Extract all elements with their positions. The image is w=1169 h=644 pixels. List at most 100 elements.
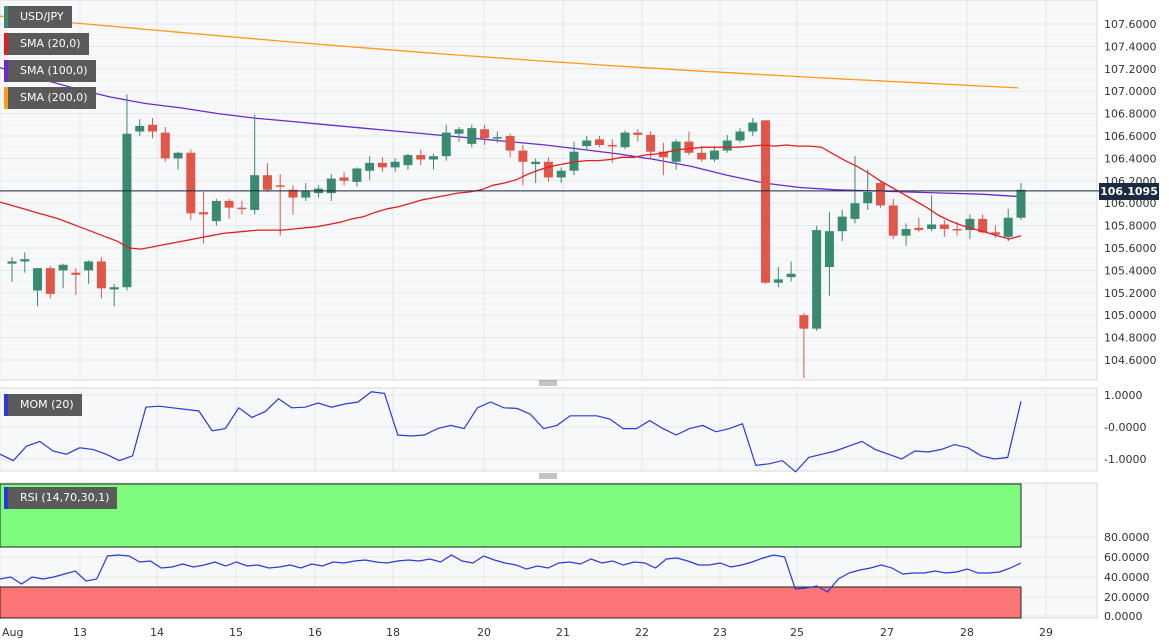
candle-body: [339, 177, 349, 181]
legend-rsi[interactable]: RSI (14,70,30,1): [4, 487, 118, 509]
price-panel-bg: [0, 0, 1098, 381]
candle-body: [326, 178, 336, 194]
candle-body: [186, 152, 196, 214]
candle-body: [480, 129, 490, 139]
candle-body: [684, 141, 694, 153]
price-tick-label: 106.6000: [1104, 130, 1157, 143]
candle-body: [595, 139, 605, 145]
rsi-overbought-zone: [0, 483, 1022, 548]
candle-body: [863, 192, 873, 204]
rsi-line: [0, 554, 1022, 593]
candle-body: [135, 125, 145, 132]
candle-body: [211, 200, 221, 222]
candle-body: [709, 150, 719, 160]
mom-path: [0, 391, 1022, 473]
candle-body: [748, 122, 758, 132]
price-tick-label: 107.4000: [1104, 40, 1157, 53]
price-tick-label: 105.0000: [1104, 309, 1157, 322]
candle-body: [122, 133, 132, 288]
candle-body: [914, 227, 924, 231]
mom-panel-bg: [0, 387, 1098, 472]
candle-body: [365, 162, 375, 171]
candle-body: [45, 268, 55, 294]
rsi-zones: [0, 483, 1022, 619]
candle-body: [71, 272, 81, 275]
candle-body: [735, 131, 745, 141]
date-tick-label: 18: [386, 626, 400, 639]
candle-body: [607, 144, 617, 147]
candle-body: [531, 161, 541, 164]
candle-body: [812, 230, 822, 329]
date-tick-label: 22: [635, 626, 649, 639]
mom-tick-label: 1.0000: [1104, 389, 1143, 402]
price-tick-label: 105.4000: [1104, 264, 1157, 277]
rsi-oversold-zone: [0, 586, 1022, 619]
legend-mom[interactable]: MOM (20): [4, 394, 82, 416]
candle-body: [441, 132, 451, 157]
candle-body: [901, 228, 911, 236]
candle-body: [416, 155, 426, 160]
mom-line: [0, 391, 1022, 473]
candle-body: [939, 224, 949, 229]
date-tick-label: 20: [477, 626, 491, 639]
price-tick-label: 106.8000: [1104, 108, 1157, 121]
candle-body: [1003, 217, 1013, 237]
price-tick-label: 104.8000: [1104, 332, 1157, 345]
candle-body: [352, 168, 362, 182]
sma20-path: [0, 144, 1022, 250]
date-tick-label: 13: [73, 626, 87, 639]
candle-body: [1016, 189, 1026, 218]
candle-body: [454, 129, 464, 134]
date-tick-label: 14: [150, 626, 164, 639]
candle-body: [620, 132, 630, 148]
candle-body: [58, 264, 68, 271]
candle-body: [646, 134, 656, 152]
rsi-tick-label: 60.0000: [1104, 551, 1150, 564]
mom-tick-label: -1.0000: [1104, 453, 1146, 466]
candle-body: [147, 124, 157, 132]
date-tick-label: 27: [880, 626, 894, 639]
mom-axis: 1.0000 -0.0000 -1.0000: [1104, 389, 1146, 466]
candle-body: [428, 156, 438, 160]
candle-body: [824, 231, 834, 268]
rsi-axis: 80.0000 60.0000 40.0000 20.0000 0.0000: [1104, 531, 1150, 623]
candle-body: [109, 287, 119, 290]
candle-body: [965, 218, 975, 231]
date-tick-label: Aug: [2, 626, 23, 639]
date-tick-label: 28: [960, 626, 974, 639]
mom-tick-label: -0.0000: [1104, 421, 1146, 434]
candle-body: [582, 140, 592, 147]
date-axis: Aug 13 14 15 16 18 20 21 22 23 25 27 28 29: [2, 626, 1053, 639]
candle-body: [556, 170, 566, 178]
candle-body: [697, 152, 707, 160]
legend-symbol[interactable]: USD/JPY: [4, 6, 72, 28]
candle-body: [301, 190, 311, 198]
sma200-path: [0, 15, 1019, 89]
date-tick-label: 29: [1039, 626, 1053, 639]
price-tick-label: 105.2000: [1104, 287, 1157, 300]
legend-sma200[interactable]: SMA (200,0): [4, 87, 96, 109]
candle-body: [722, 140, 732, 151]
candle-body: [543, 161, 553, 178]
candle-body: [250, 175, 260, 210]
candle-body: [390, 161, 400, 168]
last-price-badge: 106.1095: [1099, 183, 1159, 200]
price-tick-label: 104.6000: [1104, 354, 1157, 367]
candle-body: [237, 207, 247, 210]
candle-body: [518, 150, 528, 162]
candle-body: [952, 228, 962, 231]
price-tick-label: 105.8000: [1104, 220, 1157, 233]
legend-sma100[interactable]: SMA (100,0): [4, 60, 96, 82]
rsi-path: [0, 554, 1022, 593]
sma200-line: [0, 15, 1019, 89]
candle-body: [761, 120, 771, 283]
legend-sma20[interactable]: SMA (20,0): [4, 33, 89, 55]
candle-body: [467, 128, 477, 144]
candle-body: [33, 268, 43, 291]
candle-body: [288, 189, 298, 198]
candle-body: [773, 279, 783, 283]
candle-body: [978, 218, 988, 233]
candle-body: [658, 151, 668, 158]
rsi-tick-label: 40.0000: [1104, 571, 1150, 584]
price-tick-label: 107.6000: [1104, 18, 1157, 31]
